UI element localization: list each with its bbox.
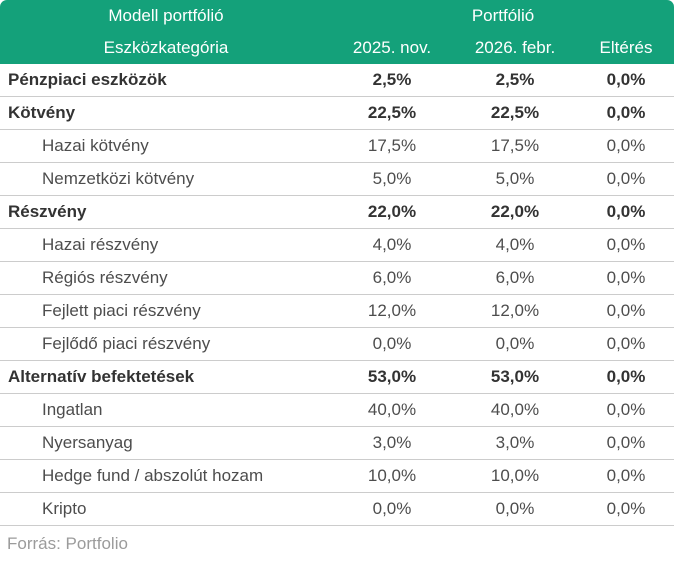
row-value-febr: 0,0% (495, 334, 535, 353)
row-value-diff: 0,0% (606, 400, 646, 419)
row-value-nov: 4,0% (372, 235, 412, 254)
row-value-nov: 53,0% (367, 367, 417, 386)
row-value-nov: 0,0% (372, 334, 412, 353)
row-value-nov: 0,0% (372, 499, 412, 518)
row-value-nov: 2,5% (372, 70, 412, 89)
row-value-nov: 10,0% (367, 466, 417, 485)
table-row: Kripto 0,0% 0,0% 0,0% (0, 493, 674, 526)
row-value-diff: 0,0% (606, 301, 646, 320)
col-header-category: Eszközkategória (103, 38, 229, 57)
row-value-diff: 0,0% (606, 70, 646, 89)
row-value-diff: 0,0% (606, 169, 646, 188)
row-value-nov: 22,0% (367, 202, 417, 221)
header-group-row: Modell portfólió Portfólió (0, 0, 674, 32)
row-value-diff: 0,0% (606, 433, 646, 452)
row-label: Részvény (8, 202, 87, 221)
row-value-febr: 4,0% (495, 235, 535, 254)
table-row: Nyersanyag 3,0% 3,0% 0,0% (0, 427, 674, 460)
row-value-diff: 0,0% (606, 334, 646, 353)
row-value-diff: 0,0% (606, 136, 646, 155)
row-value-diff: 0,0% (606, 202, 646, 221)
header-group-portfolio: Portfólió (471, 6, 535, 25)
row-value-nov: 17,5% (367, 136, 417, 155)
row-value-diff: 0,0% (606, 499, 646, 518)
row-value-diff: 0,0% (606, 367, 646, 386)
row-value-diff: 0,0% (606, 235, 646, 254)
header-columns-row: Eszközkategória 2025. nov. 2026. febr. E… (0, 32, 674, 64)
row-label: Kripto (42, 499, 87, 518)
col-header-difference: Eltérés (599, 38, 653, 57)
row-label: Fejlődő piaci részvény (42, 334, 211, 353)
table-row: Pénzpiaci eszközök 2,5% 2,5% 0,0% (0, 64, 674, 97)
row-value-febr: 12,0% (490, 301, 540, 320)
row-value-diff: 0,0% (606, 103, 646, 122)
table-row: Kötvény 22,5% 22,5% 0,0% (0, 97, 674, 130)
col-header-nov-2025: 2025. nov. (352, 38, 432, 57)
row-value-diff: 0,0% (606, 268, 646, 287)
table-row: Ingatlan 40,0% 40,0% 0,0% (0, 394, 674, 427)
row-label: Fejlett piaci részvény (42, 301, 201, 320)
row-value-febr: 17,5% (490, 136, 540, 155)
row-value-febr: 53,0% (490, 367, 540, 386)
table-row: Fejlődő piaci részvény 0,0% 0,0% 0,0% (0, 328, 674, 361)
row-value-febr: 2,5% (495, 70, 535, 89)
row-label: Nyersanyag (42, 433, 133, 452)
row-value-nov: 3,0% (372, 433, 412, 452)
header-group-model-portfolio: Modell portfólió (108, 6, 224, 25)
table-header: Modell portfólió Portfólió Eszközkategór… (0, 0, 674, 64)
row-value-febr: 10,0% (490, 466, 540, 485)
table-body: Pénzpiaci eszközök 2,5% 2,5% 0,0% Kötvén… (0, 64, 674, 526)
row-label: Alternatív befektetések (8, 367, 195, 386)
row-label: Hazai részvény (42, 235, 159, 254)
row-label: Ingatlan (42, 400, 103, 419)
row-value-nov: 5,0% (372, 169, 412, 188)
table-row: Fejlett piaci részvény 12,0% 12,0% 0,0% (0, 295, 674, 328)
table-row: Részvény 22,0% 22,0% 0,0% (0, 196, 674, 229)
row-value-febr: 0,0% (495, 499, 535, 518)
table-row: Régiós részvény 6,0% 6,0% 0,0% (0, 262, 674, 295)
row-value-nov: 40,0% (367, 400, 417, 419)
row-label: Hedge fund / abszolút hozam (42, 466, 264, 485)
row-value-febr: 22,5% (490, 103, 540, 122)
row-label: Régiós részvény (42, 268, 168, 287)
row-label: Kötvény (8, 103, 76, 122)
row-label: Pénzpiaci eszközök (8, 70, 167, 89)
table-row: Nemzetközi kötvény 5,0% 5,0% 0,0% (0, 163, 674, 196)
row-value-febr: 6,0% (495, 268, 535, 287)
table-row: Hazai kötvény 17,5% 17,5% 0,0% (0, 130, 674, 163)
row-label: Nemzetközi kötvény (42, 169, 195, 188)
row-value-febr: 3,0% (495, 433, 535, 452)
row-value-febr: 22,0% (490, 202, 540, 221)
table-row: Hazai részvény 4,0% 4,0% 0,0% (0, 229, 674, 262)
col-header-febr-2026: 2026. febr. (474, 38, 556, 57)
row-value-nov: 22,5% (367, 103, 417, 122)
table-row: Alternatív befektetések 53,0% 53,0% 0,0% (0, 361, 674, 394)
row-label: Hazai kötvény (42, 136, 149, 155)
row-value-febr: 40,0% (490, 400, 540, 419)
row-value-nov: 6,0% (372, 268, 412, 287)
row-value-diff: 0,0% (606, 466, 646, 485)
table-row: Hedge fund / abszolút hozam 10,0% 10,0% … (0, 460, 674, 493)
source-attribution: Forrás: Portfolio (7, 533, 128, 553)
row-value-nov: 12,0% (367, 301, 417, 320)
row-value-febr: 5,0% (495, 169, 535, 188)
